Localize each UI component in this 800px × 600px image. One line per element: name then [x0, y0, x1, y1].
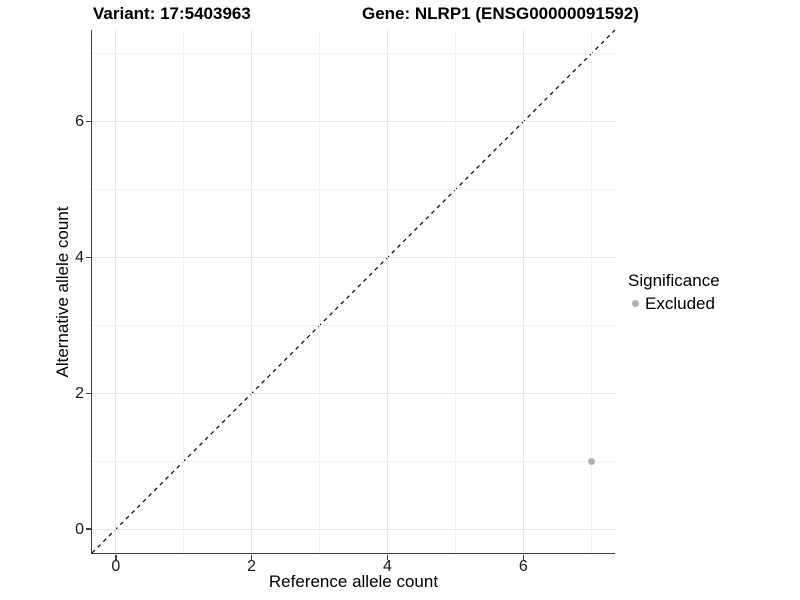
y-axis-title: Alternative allele count	[53, 206, 72, 378]
gridline-major-x	[522, 30, 524, 553]
y-tick-label: 6	[75, 113, 84, 131]
gridline-minor-x	[590, 30, 592, 553]
scatter-point	[587, 457, 595, 465]
x-axis-title: Reference allele count	[268, 572, 439, 591]
gridline-minor-y	[92, 324, 615, 326]
y-tick-label: 0	[75, 520, 84, 538]
x-tick-label: 4	[383, 558, 392, 575]
gridline-minor-y	[92, 189, 615, 191]
y-tick-label: 4	[75, 249, 84, 267]
legend-entry-label: Excluded	[645, 294, 715, 313]
x-tick-mark	[115, 554, 117, 560]
gridline-major-y	[92, 121, 615, 123]
x-tick-label: 6	[518, 558, 528, 575]
axis-lines	[90, 30, 615, 554]
gridline-minor-y	[92, 53, 615, 55]
gridline-minor-x	[183, 30, 185, 553]
plot-title-gene: Gene: NLRP1 (ENSG00000091592)	[362, 4, 639, 23]
x-tick-label: 0	[111, 558, 121, 575]
y-tick-mark	[85, 120, 91, 123]
legend-title: Significance	[628, 271, 720, 290]
gridline-major-x	[115, 30, 117, 553]
x-tick-mark	[250, 554, 253, 560]
plot-panel: 0 2 4 6 0 2 4 6	[75, 29, 616, 575]
identity-line	[91, 29, 616, 554]
gridline-major-y	[92, 528, 615, 530]
gridline-minor-y	[92, 460, 615, 462]
plot-title-variant: Variant: 17:5403963	[93, 4, 251, 23]
legend-point-icon	[632, 300, 639, 307]
y-tick-mark	[85, 528, 91, 530]
x-tick-mark	[522, 554, 525, 560]
y-tick-mark	[85, 392, 91, 395]
y-tick-label: 2	[75, 384, 84, 402]
y-tick-mark	[85, 256, 91, 259]
gridline-major-x	[251, 30, 253, 553]
gridline-minor-x	[319, 30, 321, 553]
x-tick-mark	[386, 554, 389, 560]
gridline-major-x	[386, 30, 388, 553]
gridline-minor-x	[454, 30, 456, 553]
gridline-major-y	[92, 257, 615, 259]
x-tick-label: 2	[247, 558, 257, 575]
gridline-major-y	[92, 392, 615, 394]
legend-entry-excluded: Excluded	[628, 294, 720, 313]
legend: Significance Excluded	[628, 271, 720, 313]
